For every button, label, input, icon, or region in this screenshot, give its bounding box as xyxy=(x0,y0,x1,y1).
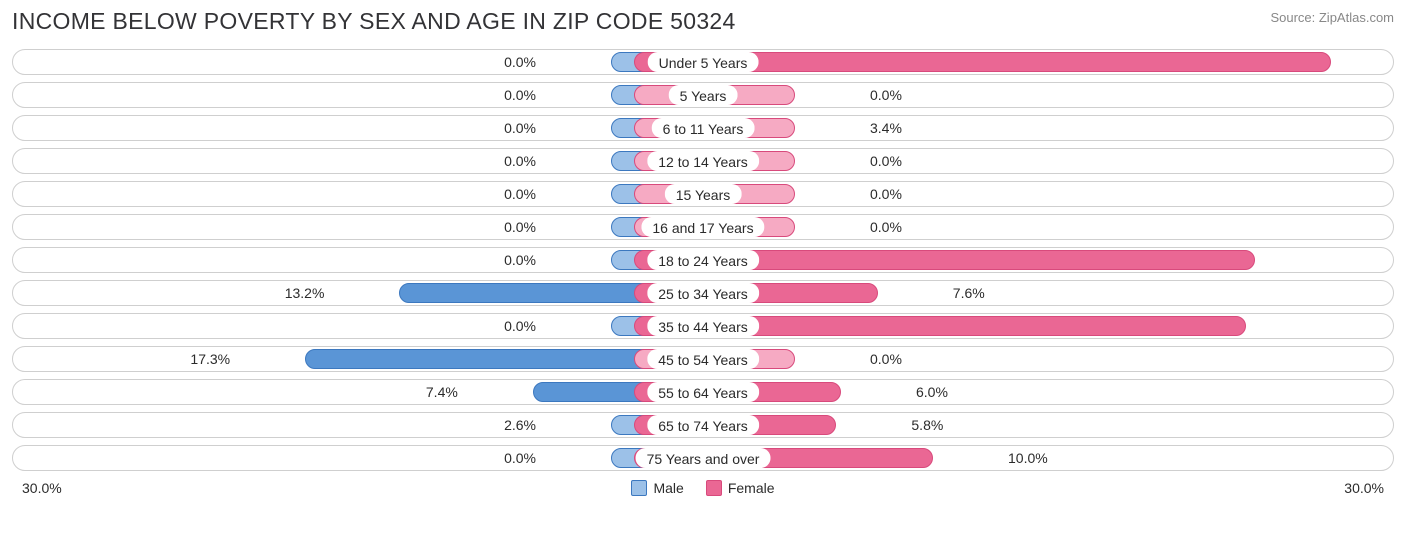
chart-row: 0.0% 0.0% 5 Years xyxy=(12,82,1394,108)
male-swatch-icon xyxy=(631,480,647,496)
chart-row: 0.0% 0.0% 12 to 14 Years xyxy=(12,148,1394,174)
male-value: 2.6% xyxy=(504,417,542,433)
chart-row: 0.0% 3.4% 6 to 11 Years xyxy=(12,115,1394,141)
header: INCOME BELOW POVERTY BY SEX AND AGE IN Z… xyxy=(12,8,1394,35)
category-label: Under 5 Years xyxy=(648,52,759,72)
category-label: 16 and 17 Years xyxy=(641,217,764,237)
legend: Male Female xyxy=(631,480,774,496)
category-label: 5 Years xyxy=(669,85,738,105)
category-label: 18 to 24 Years xyxy=(647,250,759,270)
axis-row: 30.0% Male Female 30.0% xyxy=(12,478,1394,496)
legend-female-label: Female xyxy=(728,480,775,496)
category-label: 6 to 11 Years xyxy=(652,118,755,138)
chart-row: 0.0% 0.0% 15 Years xyxy=(12,181,1394,207)
chart-row: 0.0% 24.0% 18 to 24 Years xyxy=(12,247,1394,273)
chart-row: 17.3% 0.0% 45 to 54 Years xyxy=(12,346,1394,372)
chart-container: INCOME BELOW POVERTY BY SEX AND AGE IN Z… xyxy=(0,0,1406,506)
male-value: 0.0% xyxy=(504,450,542,466)
legend-female: Female xyxy=(706,480,775,496)
chart-row: 13.2% 7.6% 25 to 34 Years xyxy=(12,280,1394,306)
chart-row: 2.6% 5.8% 65 to 74 Years xyxy=(12,412,1394,438)
category-label: 65 to 74 Years xyxy=(647,415,759,435)
male-value: 0.0% xyxy=(504,153,542,169)
category-label: 75 Years and over xyxy=(636,448,771,468)
male-value: 0.0% xyxy=(504,54,542,70)
chart-title: INCOME BELOW POVERTY BY SEX AND AGE IN Z… xyxy=(12,8,736,35)
chart-row: 7.4% 6.0% 55 to 64 Years xyxy=(12,379,1394,405)
male-value: 17.3% xyxy=(190,351,236,367)
female-value: 5.8% xyxy=(905,417,943,433)
male-value: 0.0% xyxy=(504,318,542,334)
female-value: 0.0% xyxy=(864,153,902,169)
female-value: 0.0% xyxy=(864,219,902,235)
axis-right: 30.0% xyxy=(1344,480,1384,496)
category-label: 25 to 34 Years xyxy=(647,283,759,303)
male-value: 13.2% xyxy=(285,285,331,301)
chart-row: 0.0% 0.0% 16 and 17 Years xyxy=(12,214,1394,240)
female-value: 6.0% xyxy=(910,384,948,400)
female-value: 0.0% xyxy=(864,186,902,202)
female-swatch-icon xyxy=(706,480,722,496)
category-label: 45 to 54 Years xyxy=(647,349,759,369)
chart-row: 0.0% 23.6% 35 to 44 Years xyxy=(12,313,1394,339)
female-value: 23.6% xyxy=(1267,318,1315,334)
axis-left: 30.0% xyxy=(22,480,62,496)
female-value: 27.3% xyxy=(1352,54,1400,70)
female-value: 3.4% xyxy=(864,120,902,136)
chart-row: 0.0%27.3%Under 5 Years xyxy=(12,49,1394,75)
category-label: 15 Years xyxy=(665,184,742,204)
female-value: 0.0% xyxy=(864,87,902,103)
chart-row: 0.0% 10.0% 75 Years and over xyxy=(12,445,1394,471)
male-value: 0.0% xyxy=(504,87,542,103)
male-value: 0.0% xyxy=(504,186,542,202)
female-value: 0.0% xyxy=(864,351,902,367)
male-value: 0.0% xyxy=(504,120,542,136)
female-value: 24.0% xyxy=(1276,252,1324,268)
category-label: 55 to 64 Years xyxy=(647,382,759,402)
category-label: 12 to 14 Years xyxy=(647,151,759,171)
male-value: 7.4% xyxy=(426,384,464,400)
female-value: 7.6% xyxy=(947,285,985,301)
category-label: 35 to 44 Years xyxy=(647,316,759,336)
legend-male: Male xyxy=(631,480,683,496)
male-value: 0.0% xyxy=(504,252,542,268)
male-value: 0.0% xyxy=(504,219,542,235)
source-label: Source: ZipAtlas.com xyxy=(1270,8,1394,25)
chart-area: 0.0%27.3%Under 5 Years0.0%0.0%5 Years0.0… xyxy=(12,49,1394,471)
female-value: 10.0% xyxy=(1002,450,1048,466)
legend-male-label: Male xyxy=(653,480,683,496)
